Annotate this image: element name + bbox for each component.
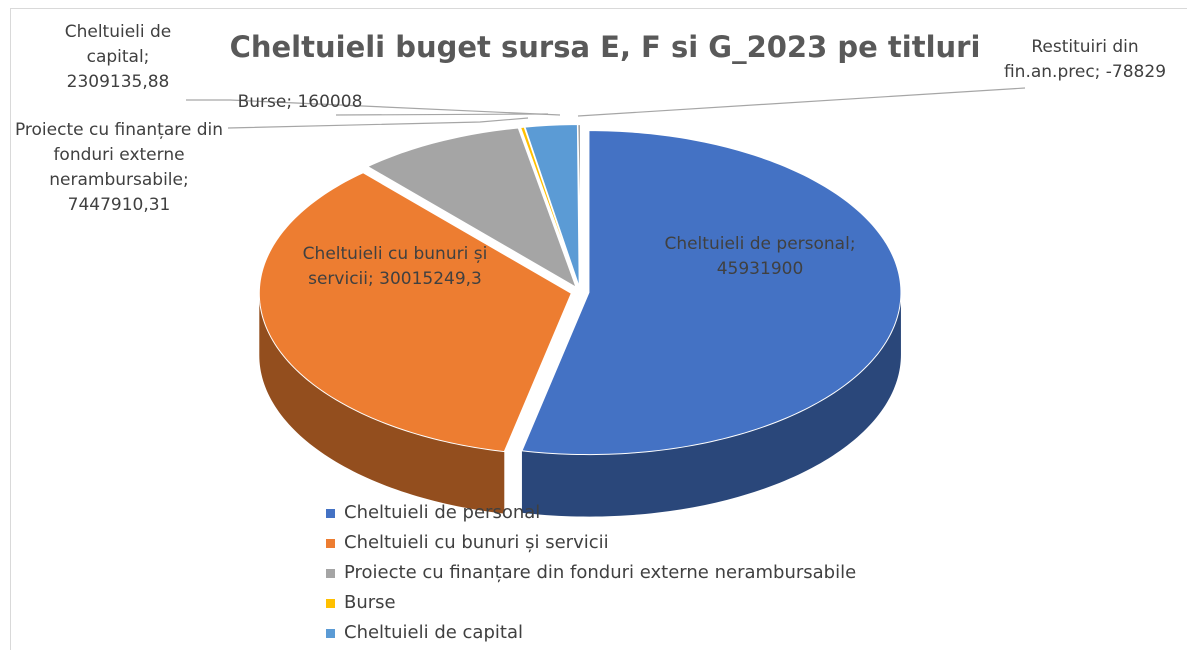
data-label: Burse; 160008 bbox=[237, 92, 363, 112]
legend-label: Cheltuieli cu bunuri și servicii bbox=[344, 532, 609, 553]
leader-line bbox=[577, 87, 1026, 117]
data-label: Restituiri din fin.an.prec; -78829 bbox=[1003, 37, 1167, 82]
slice bbox=[524, 124, 580, 287]
legend-swatch bbox=[326, 508, 335, 518]
legend-entry: Proiecte cu finanțare din fonduri extern… bbox=[326, 558, 856, 588]
legend-label: Burse bbox=[344, 592, 396, 613]
leader-line bbox=[335, 113, 549, 116]
data-label: Proiecte cu finanțare din fonduri extern… bbox=[14, 120, 224, 215]
legend-label: Cheltuieli de personal bbox=[344, 502, 541, 523]
leader-lines bbox=[186, 87, 1026, 129]
slice-sides bbox=[259, 292, 901, 517]
slice bbox=[258, 172, 572, 453]
legend-entry: Cheltuieli cu bunuri și servicii bbox=[326, 528, 856, 558]
legend-swatch bbox=[326, 628, 335, 638]
legend-entry: Cheltuieli de personal bbox=[326, 498, 856, 528]
legend: Cheltuieli de personal Cheltuieli cu bunu… bbox=[326, 498, 856, 648]
legend-entry: Cheltuieli de capital bbox=[326, 618, 856, 648]
data-label: Cheltuieli de personal; 45931900 bbox=[664, 234, 856, 279]
slice bbox=[521, 130, 902, 456]
slice bbox=[366, 127, 577, 289]
slice bbox=[577, 124, 581, 287]
legend-swatch bbox=[326, 598, 335, 608]
slice-side bbox=[259, 293, 505, 514]
leader-line bbox=[186, 99, 561, 116]
legend-swatch bbox=[326, 538, 335, 548]
data-label: Cheltuieli cu bunuri și servicii; 300152… bbox=[302, 244, 488, 289]
slice bbox=[519, 126, 579, 287]
data-label: Cheltuieli de capital; 2309135,88 bbox=[64, 22, 172, 92]
legend-label: Proiecte cu finanțare din fonduri extern… bbox=[344, 562, 857, 583]
slice-side bbox=[521, 292, 901, 517]
leader-line bbox=[227, 117, 529, 129]
legend-label: Cheltuieli de capital bbox=[344, 622, 523, 643]
legend-entry: Burse bbox=[326, 588, 856, 618]
slice-tops bbox=[258, 124, 902, 456]
legend-swatch bbox=[326, 568, 335, 578]
chart-title: Cheltuieli buget sursa E, F si G_2023 pe… bbox=[229, 30, 981, 64]
chart-border bbox=[10, 8, 1187, 650]
